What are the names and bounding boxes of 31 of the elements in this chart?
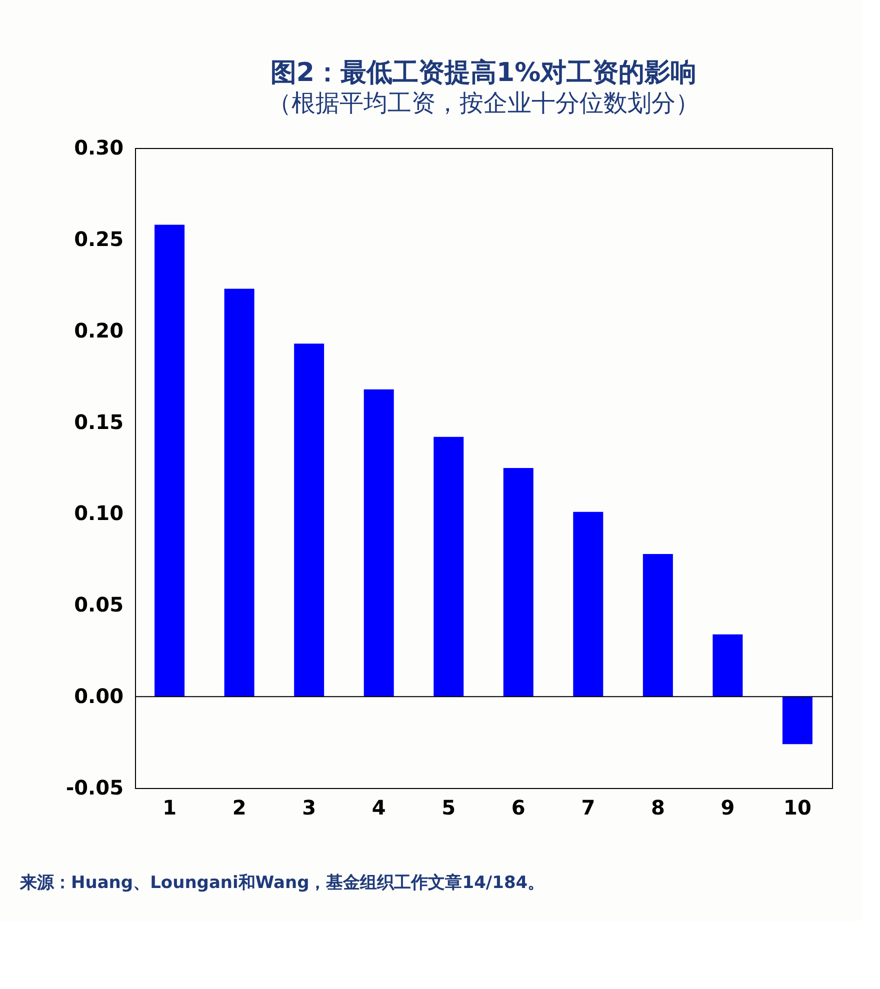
x-tick-label: 3 — [302, 796, 316, 820]
x-tick-label: 9 — [720, 796, 735, 820]
bar — [154, 224, 185, 697]
x-tick-label: 7 — [581, 796, 596, 820]
bar — [294, 344, 324, 697]
bar — [782, 696, 812, 744]
y-tick-label: 0.15 — [74, 410, 124, 434]
bar — [642, 554, 673, 697]
bar — [503, 468, 534, 697]
x-tick-label: 6 — [511, 796, 526, 820]
bar — [434, 436, 464, 697]
y-tick-label: -0.05 — [66, 776, 124, 800]
source-note: 来源：Huang、Loungani和Wang，基金组织工作文章14/184。 — [19, 873, 545, 893]
y-tick-label: 0.05 — [74, 592, 124, 617]
x-tick-label: 10 — [784, 796, 812, 820]
x-tick-label: 2 — [232, 796, 246, 820]
bar — [573, 512, 604, 697]
y-tick-label: 0.30 — [74, 136, 124, 160]
chart-subtitle: （根据平均工资，按企业十分位数划分） — [268, 89, 700, 117]
y-tick-label: 0.20 — [74, 318, 124, 342]
y-tick-label: 0.00 — [74, 684, 124, 708]
x-tick-label: 1 — [162, 796, 176, 820]
y-tick-label: 0.25 — [74, 226, 124, 251]
chart-title: 图2：最低工资提高1%对工资的影响 — [270, 58, 697, 88]
x-tick-label: 8 — [650, 796, 665, 820]
x-tick-label: 4 — [372, 796, 386, 820]
bar — [712, 634, 743, 697]
y-tick-label: 0.10 — [74, 501, 124, 526]
x-tick-label: 5 — [442, 796, 456, 820]
bar — [224, 288, 254, 697]
bar — [364, 389, 394, 697]
